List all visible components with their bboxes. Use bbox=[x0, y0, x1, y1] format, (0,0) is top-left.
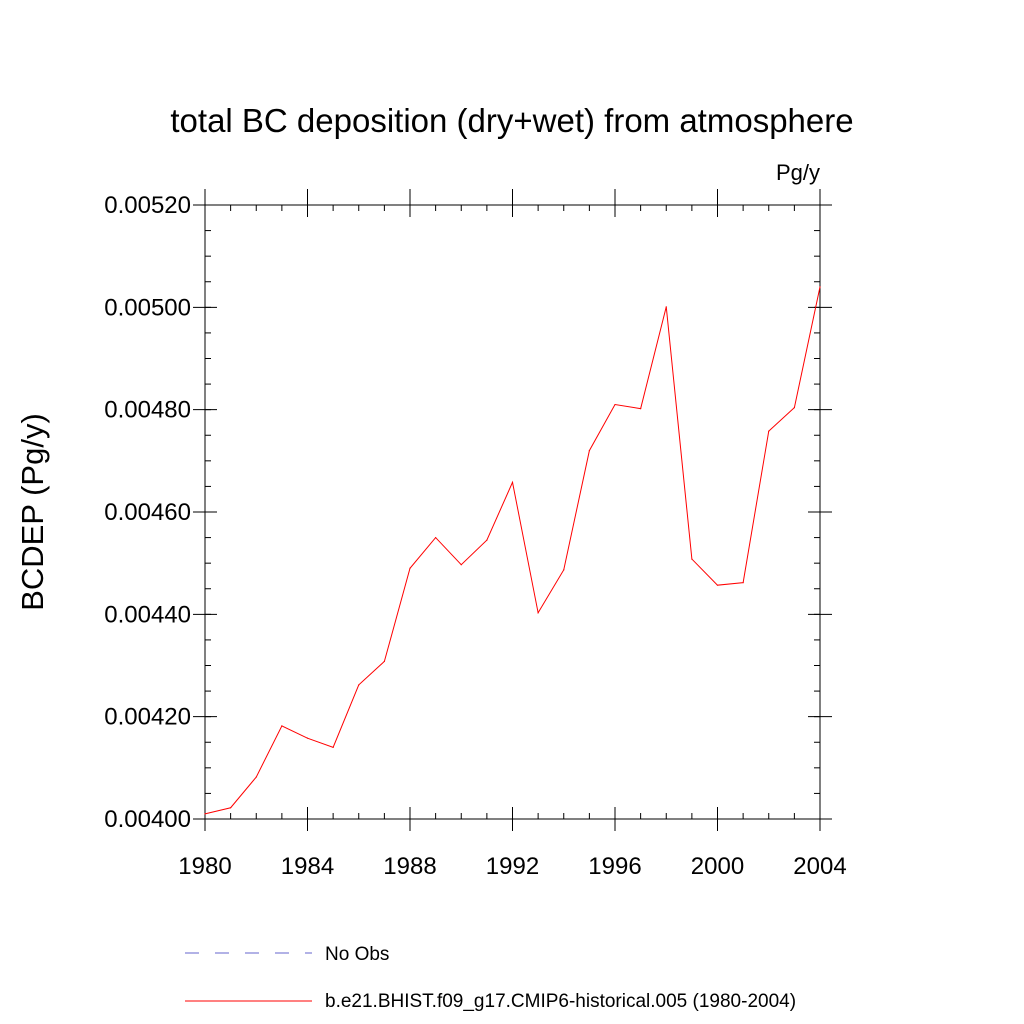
y-tick-label: 0.00480 bbox=[104, 397, 191, 424]
data-point bbox=[332, 746, 334, 748]
data-point bbox=[793, 407, 795, 409]
y-axis-label: BCDEP (Pg/y) bbox=[15, 413, 50, 611]
data-point bbox=[486, 539, 488, 541]
y-tick-label: 0.00460 bbox=[104, 499, 191, 526]
data-point bbox=[665, 306, 667, 308]
series-line bbox=[204, 286, 821, 815]
data-point bbox=[691, 558, 693, 560]
data-point bbox=[204, 813, 206, 815]
data-point bbox=[383, 660, 385, 663]
data-point bbox=[435, 536, 437, 539]
data-point bbox=[281, 725, 283, 727]
data-point bbox=[255, 776, 257, 778]
legend-label-model: b.e21.BHIST.f09_g17.CMIP6-historical.005… bbox=[325, 991, 796, 1012]
plot-area bbox=[204, 204, 821, 820]
y-tick-label: 0.00440 bbox=[104, 601, 191, 628]
y-tick-label: 0.00420 bbox=[104, 704, 191, 731]
x-tick-label: 1992 bbox=[486, 853, 539, 880]
data-point bbox=[716, 584, 719, 586]
data-point bbox=[460, 564, 462, 566]
y-tick-label: 0.00520 bbox=[104, 192, 191, 219]
data-point bbox=[819, 286, 821, 288]
x-tick-label: 1984 bbox=[281, 853, 334, 880]
data-point bbox=[588, 450, 590, 452]
series-layer bbox=[204, 286, 821, 815]
x-tick-label: 1980 bbox=[178, 853, 231, 880]
x-tick-label: 2000 bbox=[691, 853, 744, 880]
legend-label-no-obs: No Obs bbox=[325, 944, 389, 965]
data-point bbox=[230, 807, 232, 809]
data-point bbox=[537, 612, 539, 614]
data-point bbox=[511, 481, 514, 483]
data-point bbox=[563, 569, 565, 571]
data-point bbox=[768, 430, 770, 432]
data-point bbox=[742, 582, 744, 584]
data-point bbox=[614, 403, 616, 406]
data-point bbox=[306, 737, 309, 739]
y-tick-label: 0.00500 bbox=[104, 294, 191, 321]
units-label: Pg/y bbox=[776, 160, 820, 185]
legend: No Obs b.e21.BHIST.f09_g17.CMIP6-histori… bbox=[185, 944, 796, 1012]
data-point bbox=[409, 567, 411, 569]
x-tick-label: 1996 bbox=[588, 853, 641, 880]
x-axis: 1980 1984 1988 1992 1996 2000 2004 bbox=[178, 189, 847, 880]
chart-title: total BC deposition (dry+wet) from atmos… bbox=[170, 102, 853, 139]
plot-frame bbox=[204, 204, 821, 820]
y-tick-label: 0.00400 bbox=[104, 806, 191, 833]
x-tick-label: 1988 bbox=[383, 853, 436, 880]
data-point bbox=[358, 684, 360, 686]
y-axis: 0.00400 0.00420 0.00440 0.00460 0.00480 0.005… bbox=[104, 192, 832, 833]
x-tick-label: 2004 bbox=[793, 853, 846, 880]
data-point bbox=[640, 408, 642, 410]
